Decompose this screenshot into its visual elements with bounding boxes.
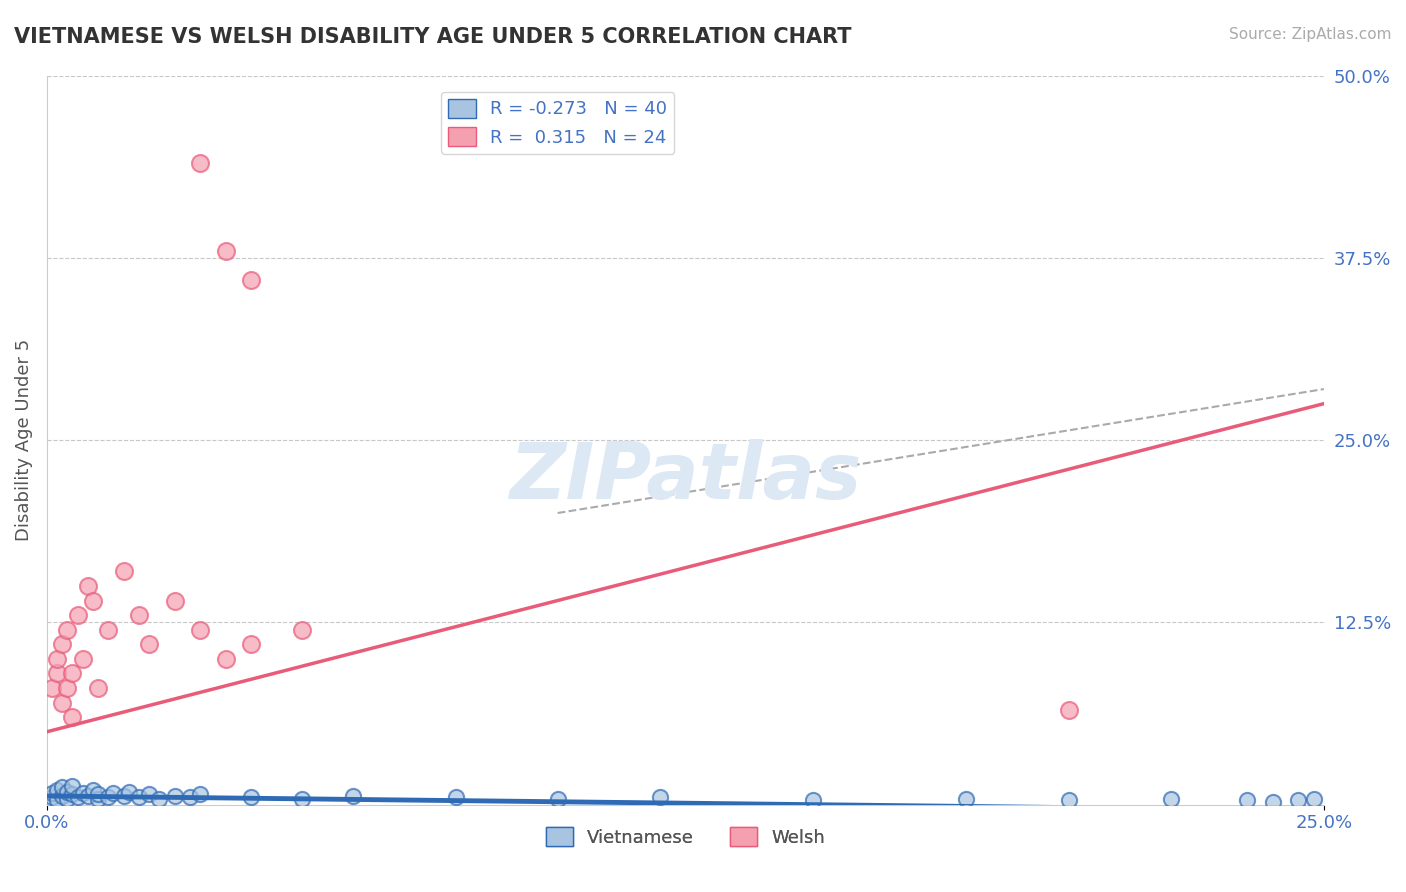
Point (72, 786, 94, 800)
Point (103, 786, 125, 800)
Point (1057, 703, 1080, 717)
Point (138, 637, 160, 651)
Point (112, 789, 135, 803)
Point (56, 623, 79, 637)
Point (97, 790, 120, 805)
Point (76, 579, 98, 593)
Point (138, 788, 160, 802)
Point (291, 623, 314, 637)
Point (56, 792, 79, 806)
Point (188, 156, 211, 170)
Point (179, 790, 201, 805)
Point (215, 244, 238, 258)
Point (188, 788, 211, 802)
Point (648, 790, 671, 805)
Legend: Vietnamese, Welsh: Vietnamese, Welsh (538, 820, 832, 854)
Point (128, 790, 150, 805)
Point (46, 783, 69, 797)
Point (547, 792, 569, 806)
Point (87, 681, 110, 695)
Point (72, 652, 94, 666)
Point (82, 593, 104, 607)
Point (76, 789, 98, 803)
Point (240, 273, 263, 287)
Y-axis label: Disability Age Under 5: Disability Age Under 5 (15, 339, 32, 541)
Point (56, 784, 79, 798)
Point (1302, 792, 1324, 806)
Point (342, 789, 364, 803)
Point (148, 792, 170, 806)
Point (128, 608, 150, 623)
Point (51, 789, 73, 803)
Point (41, 790, 63, 805)
Point (801, 793, 824, 807)
Text: Source: ZipAtlas.com: Source: ZipAtlas.com (1229, 27, 1392, 42)
Point (62, 710, 84, 724)
Point (240, 790, 263, 805)
Point (62, 779, 84, 793)
Point (46, 652, 69, 666)
Point (215, 652, 238, 666)
Point (955, 792, 977, 806)
Point (1160, 792, 1182, 806)
Point (240, 637, 263, 651)
Point (56, 681, 79, 695)
Point (51, 780, 73, 794)
Point (444, 790, 467, 805)
Point (97, 623, 120, 637)
Point (1286, 793, 1309, 807)
Point (41, 681, 63, 695)
Point (1261, 795, 1284, 809)
Point (163, 789, 186, 803)
Point (66, 608, 89, 623)
Point (82, 783, 104, 797)
Point (163, 593, 186, 607)
Point (87, 788, 110, 802)
Point (112, 565, 135, 579)
Point (66, 790, 89, 805)
Point (188, 623, 211, 637)
Point (46, 666, 69, 681)
Point (117, 784, 139, 798)
Point (62, 788, 84, 802)
Point (1057, 793, 1080, 807)
Point (41, 786, 63, 800)
Point (46, 793, 69, 807)
Point (1236, 793, 1258, 807)
Text: VIETNAMESE VS WELSH DISABILITY AGE UNDER 5 CORRELATION CHART: VIETNAMESE VS WELSH DISABILITY AGE UNDER… (14, 27, 852, 46)
Point (51, 696, 73, 710)
Point (291, 792, 314, 806)
Point (87, 792, 110, 806)
Text: ZIPatlas: ZIPatlas (509, 439, 862, 515)
Point (51, 637, 73, 651)
Point (62, 666, 84, 681)
